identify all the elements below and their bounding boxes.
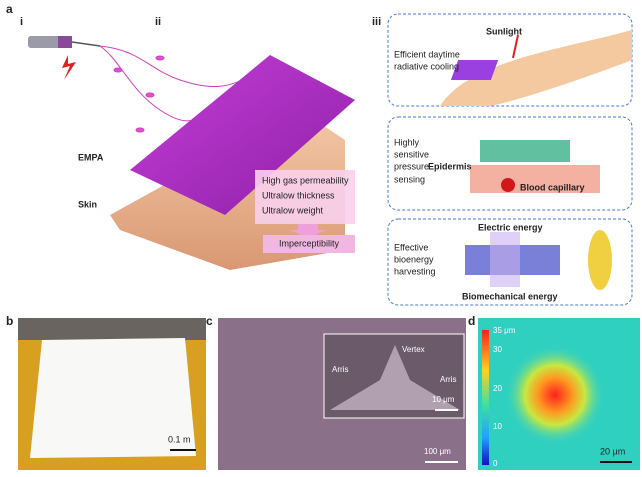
result: Imperceptibility bbox=[279, 238, 340, 248]
label: EMPA bbox=[78, 152, 104, 162]
peak bbox=[330, 345, 460, 410]
text: bioenergy bbox=[394, 254, 434, 264]
sub-label: ii bbox=[155, 16, 161, 28]
text: Efficient daytime bbox=[394, 49, 460, 59]
label: Electric energy bbox=[478, 222, 543, 232]
text: sensitive bbox=[394, 149, 429, 159]
panel-label: b bbox=[6, 314, 13, 328]
property-box bbox=[255, 170, 355, 224]
colorbar bbox=[482, 330, 489, 465]
text: Effective bbox=[394, 242, 428, 252]
membrane bbox=[130, 55, 355, 215]
panel-label: c bbox=[206, 314, 213, 328]
panel-label: d bbox=[468, 314, 475, 328]
sub-label: iii bbox=[372, 16, 381, 28]
sheet bbox=[30, 338, 196, 458]
text: sensing bbox=[394, 174, 425, 184]
patch bbox=[450, 60, 499, 80]
text: pressure bbox=[394, 161, 429, 171]
label: Arris bbox=[440, 375, 456, 384]
sensor bbox=[480, 140, 570, 162]
colorbar-label: 0 bbox=[493, 459, 498, 468]
hotspot bbox=[505, 345, 605, 445]
colorbar-label: 10 bbox=[493, 422, 502, 431]
sub-label: i bbox=[20, 16, 23, 28]
runner bbox=[588, 230, 612, 290]
scale: 10 μm bbox=[432, 395, 455, 404]
colorbar-label: 30 bbox=[493, 345, 502, 354]
scale: 20 μm bbox=[600, 446, 625, 456]
colorbar-label: 20 bbox=[493, 384, 502, 393]
arrow bbox=[290, 224, 326, 238]
label: Biomechanical energy bbox=[462, 291, 558, 301]
hand bbox=[440, 30, 632, 106]
tissue bbox=[470, 165, 600, 193]
bullet: High gas permeability bbox=[262, 175, 349, 185]
text: Highly bbox=[394, 137, 420, 147]
scale: 0.1 m bbox=[168, 434, 191, 444]
label: Blood capillary bbox=[520, 182, 585, 192]
arrow bbox=[490, 232, 520, 287]
label: Sunlight bbox=[486, 26, 522, 36]
bullet: Ultralow thickness bbox=[262, 190, 335, 200]
syringe bbox=[28, 36, 101, 80]
arrow bbox=[512, 34, 519, 59]
label: Vertex bbox=[402, 345, 425, 354]
cell bbox=[501, 178, 515, 192]
result-box bbox=[263, 235, 355, 253]
colorbar-label: 35 μm bbox=[493, 326, 516, 335]
panel-label: a bbox=[6, 2, 13, 16]
scale: 100 μm bbox=[424, 447, 451, 456]
bullet: Ultralow weight bbox=[262, 205, 324, 215]
label: Arris bbox=[332, 365, 348, 374]
label: Skin bbox=[78, 199, 97, 209]
text: harvesting bbox=[394, 266, 436, 276]
text: radiative cooling bbox=[394, 61, 459, 71]
label: Epidermis bbox=[428, 161, 472, 171]
ground bbox=[18, 318, 206, 340]
